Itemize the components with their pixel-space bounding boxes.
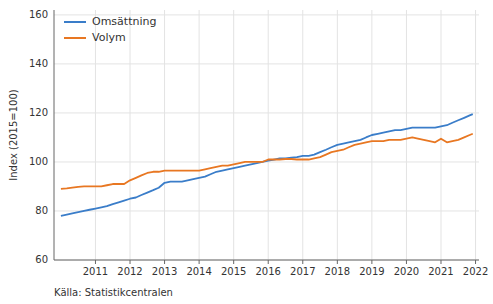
grid-line (406, 10, 407, 260)
x-tick (371, 260, 372, 264)
grid-line (130, 10, 131, 260)
grid-line (95, 10, 96, 260)
legend-label: Volym (92, 31, 126, 44)
x-tick-label: 2011 (83, 266, 108, 277)
x-tick-label: 2015 (221, 266, 246, 277)
legend: Omsättning Volym (64, 15, 156, 44)
y-axis-label: Index (2015=100) (8, 89, 19, 181)
x-tick (164, 260, 165, 264)
x-tick (130, 260, 131, 264)
legend-swatch (64, 21, 86, 23)
x-tick (199, 260, 200, 264)
x-tick (337, 260, 338, 264)
x-tick-label: 2012 (117, 266, 142, 277)
lines (61, 114, 473, 216)
grid-line (268, 10, 269, 260)
x-tick-label: 2021 (428, 266, 453, 277)
grid-line (54, 210, 479, 211)
grid-line (199, 10, 200, 260)
grid-line (54, 260, 479, 261)
x-tick (233, 260, 234, 264)
legend-label: Omsättning (92, 15, 156, 28)
grid-line (54, 63, 479, 64)
chart: 60 80 100 120 140 160 2011 2012 2013 2014 2015 2016… (0, 0, 493, 304)
x-axis: 2011 2012 2013 2014 2015 2016 2017 2018 2019 2020… (83, 260, 489, 277)
source-note: Källa: Statistikcentralen (54, 287, 173, 298)
grid-line (164, 10, 165, 260)
grid-line (233, 10, 234, 260)
y-tick-label: 140 (29, 58, 48, 69)
x-axis-line (54, 260, 479, 261)
x-tick (95, 260, 96, 264)
series-line (61, 114, 473, 216)
y-tick-label: 120 (29, 107, 48, 118)
x-tick-label: 2017 (290, 266, 315, 277)
x-tick-label: 2014 (186, 266, 211, 277)
x-tick-label: 2019 (359, 266, 384, 277)
y-tick-label: 160 (29, 9, 48, 20)
grid-line (54, 112, 479, 113)
x-tick-label: 2020 (394, 266, 419, 277)
x-tick (440, 260, 441, 264)
grid-line (475, 10, 476, 260)
x-tick-label: 2013 (152, 266, 177, 277)
x-tick-label: 2018 (325, 266, 350, 277)
series-line (61, 134, 473, 189)
x-tick-label: 2022 (463, 266, 488, 277)
legend-swatch (64, 37, 86, 39)
x-tick (475, 260, 476, 264)
y-axis-line (54, 10, 55, 260)
y-tick-label: 80 (35, 205, 48, 216)
y-tick-label: 60 (35, 254, 48, 265)
grid-line (302, 10, 303, 260)
x-tick (406, 260, 407, 264)
grid (54, 10, 479, 260)
grid-line (440, 10, 441, 260)
x-tick (302, 260, 303, 264)
x-tick-label: 2016 (256, 266, 281, 277)
x-tick (268, 260, 269, 264)
grid-line (337, 10, 338, 260)
y-tick-label: 100 (29, 156, 48, 167)
y-axis: 60 80 100 120 140 160 (29, 9, 48, 265)
